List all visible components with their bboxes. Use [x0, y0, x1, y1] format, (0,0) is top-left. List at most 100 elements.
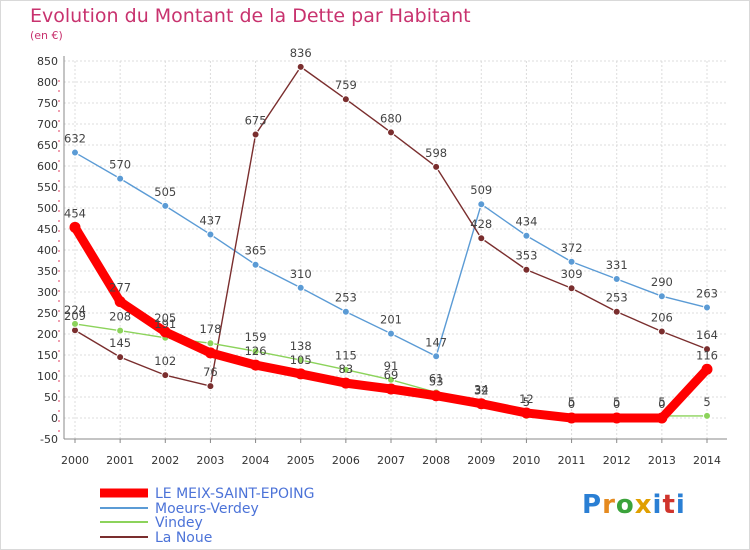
data-label: 147: [425, 335, 447, 349]
data-label: 253: [606, 291, 628, 305]
x-tick-label: 2005: [287, 454, 315, 467]
series-group: [69, 62, 713, 424]
data-label: 159: [245, 330, 267, 344]
data-label: 428: [470, 217, 492, 231]
logo-letter: i: [675, 490, 686, 520]
data-label: 0: [658, 397, 665, 411]
x-tick-label: 2010: [512, 454, 540, 467]
y-tick-label: 400: [37, 244, 58, 257]
data-point: [566, 412, 578, 424]
data-label: 12: [519, 392, 534, 406]
data-point: [567, 284, 576, 293]
chart-unit: (en €): [30, 29, 63, 42]
y-tick-label: 0: [51, 412, 58, 425]
data-label: 310: [290, 267, 312, 281]
data-label: 191: [154, 317, 176, 331]
data-labels: 454 277 205 126 105 83 69 53 34 12 0 0 0 116 632 570 505…: [64, 46, 718, 411]
data-label: 759: [335, 78, 357, 92]
legend-label: LE MEIX-SAINT-EPOING: [155, 486, 315, 502]
data-point: [251, 260, 260, 269]
data-label: 570: [109, 158, 131, 172]
data-point: [522, 265, 531, 274]
legend-label: Moeurs-Verdey: [155, 501, 259, 517]
data-point: [385, 383, 397, 395]
logo-letter: P: [582, 490, 603, 520]
data-point: [612, 274, 621, 283]
y-tick-label: 200: [37, 328, 58, 341]
data-label: 201: [380, 313, 402, 327]
data-point: [296, 283, 305, 292]
data-point: [522, 231, 531, 240]
data-label: 224: [64, 303, 86, 317]
data-label: 115: [335, 349, 357, 363]
data-point: [703, 411, 711, 420]
y-tick-label: 350: [37, 265, 58, 278]
x-tick-label: 2012: [603, 454, 631, 467]
logo-letter: i: [652, 490, 663, 520]
data-label: 5: [613, 395, 620, 409]
data-point: [296, 356, 305, 365]
data-label: 680: [380, 111, 402, 125]
data-point: [161, 201, 170, 210]
data-point: [341, 365, 350, 374]
data-label: 353: [515, 249, 537, 263]
data-point: [657, 327, 666, 336]
data-point: [71, 148, 79, 157]
data-label: 632: [64, 132, 86, 146]
data-point: [520, 407, 532, 419]
data-label: 675: [245, 114, 267, 128]
data-label: 454: [64, 206, 86, 220]
x-tick-label: 2011: [558, 454, 586, 467]
x-tick-label: 2013: [648, 454, 676, 467]
data-point: [206, 230, 215, 239]
data-label: 208: [109, 310, 131, 324]
chart-title: Evolution du Montant de la Dette par Hab…: [30, 5, 471, 27]
data-point: [116, 353, 125, 362]
data-point: [703, 345, 711, 354]
data-label: 5: [523, 395, 530, 409]
x-tick-label: 2003: [196, 454, 224, 467]
data-label: 206: [651, 310, 673, 324]
x-tick-label: 2004: [242, 454, 270, 467]
data-point: [387, 329, 395, 338]
data-label: 253: [335, 291, 357, 305]
data-point: [477, 234, 486, 243]
data-label: 0: [568, 397, 575, 411]
data-label: 505: [154, 185, 176, 199]
y-tick-label: 800: [37, 76, 58, 89]
x-tick-label: 2006: [332, 454, 360, 467]
data-label: 0: [613, 397, 620, 411]
data-point: [159, 326, 171, 338]
x-tick-label: 2002: [151, 454, 179, 467]
y-tick-label: 650: [37, 139, 58, 152]
data-label: 5: [568, 395, 575, 409]
data-point: [206, 339, 215, 348]
data-point: [250, 359, 262, 371]
axes: -500501001502002503003504004505005506006…: [37, 55, 727, 467]
data-label: 34: [474, 383, 489, 397]
data-point: [657, 292, 666, 301]
data-point: [475, 398, 487, 410]
y-tick-label: 850: [37, 55, 58, 68]
y-tick-label: 100: [37, 370, 58, 383]
data-point: [703, 303, 711, 312]
y-tick-label: 700: [37, 118, 58, 131]
data-point: [251, 347, 260, 356]
x-tick-label: 2000: [61, 454, 89, 467]
logo-letter: x: [634, 490, 653, 520]
data-label: 53: [429, 375, 444, 389]
data-point: [430, 390, 442, 402]
x-tick-label: 2008: [422, 454, 450, 467]
legend: LE MEIX-SAINT-EPOINGMoeurs-VerdeyVindeyL…: [100, 486, 315, 546]
data-label: 277: [109, 281, 131, 295]
data-point: [340, 377, 352, 389]
data-point: [432, 352, 441, 361]
data-label: 598: [425, 146, 447, 160]
data-label: 138: [290, 339, 312, 353]
data-label: 437: [199, 213, 221, 227]
data-label: 263: [696, 287, 718, 301]
data-point: [701, 363, 713, 375]
data-label: 145: [109, 336, 131, 350]
data-label: 76: [203, 365, 218, 379]
